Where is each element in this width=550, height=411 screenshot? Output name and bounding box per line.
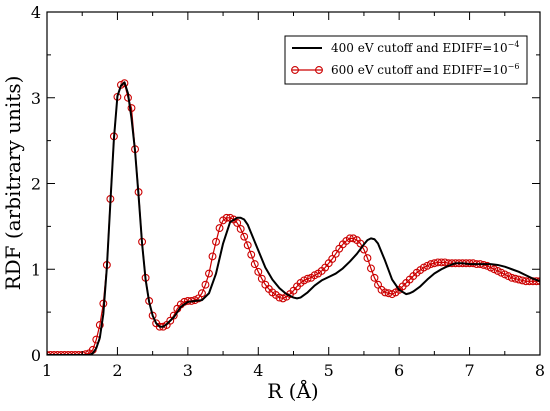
series-point-600ev (215, 224, 224, 233)
x-tick-label: 5 (324, 361, 334, 380)
legend-label-2-sup: −6 (508, 62, 520, 71)
series-point-600ev (212, 237, 220, 246)
series-point-600ev (50, 351, 58, 355)
series-point-600ev (57, 351, 66, 355)
x-axis-ticks: 1 2 3 4 5 6 7 8 (42, 12, 545, 380)
series-point-600ev (205, 269, 213, 278)
legend-marker-2b (315, 66, 323, 74)
series-point-600ev (507, 273, 516, 282)
x-axis-label: R (Å) (267, 378, 318, 403)
legend-label-1-text: 400 eV cutoff and EDIFF=10 (331, 41, 508, 55)
series-point-600ev (240, 232, 249, 241)
series-point-600ev (303, 274, 312, 283)
x-tick-label: 1 (42, 361, 52, 380)
y-tick-label: 3 (31, 89, 41, 108)
y-axis-label: RDF (arbitrary units) (1, 76, 25, 291)
series-point-600ev (233, 218, 242, 227)
series-point-600ev (426, 260, 435, 269)
series-point-600ev (363, 254, 372, 263)
legend-label-1: 400 eV cutoff and EDIFF=10−4 (331, 40, 519, 55)
legend: 400 eV cutoff and EDIFF=10−4 600 eV cuto… (284, 35, 528, 85)
x-tick-label: 7 (464, 361, 474, 380)
series-point-600ev (250, 260, 259, 269)
series-point-600ev (367, 264, 375, 273)
series-point-600ev (243, 241, 252, 250)
series-point-600ev (514, 275, 523, 284)
series-point-600ev (201, 280, 210, 289)
x-tick-label: 2 (112, 361, 122, 380)
y-axis-ticks: 0 1 2 3 4 (31, 3, 540, 365)
legend-label-2-text: 600 eV cutoff and EDIFF=10 (331, 63, 508, 77)
legend-label-1-sup: −4 (508, 40, 520, 49)
series-point-600ev (53, 351, 62, 355)
series-point-600ev (381, 288, 390, 297)
series-point-600ev (95, 321, 104, 329)
legend-label-2: 600 eV cutoff and EDIFF=10−6 (331, 62, 519, 77)
series-point-600ev (197, 289, 206, 298)
series-point-600ev (254, 267, 263, 276)
series-point-600ev (247, 250, 256, 259)
series-line-600ev (47, 82, 540, 355)
series-point-600ev (208, 252, 217, 261)
series-point-600ev (222, 213, 231, 222)
y-tick-label: 0 (31, 346, 41, 365)
series-point-600ev (120, 79, 129, 88)
series-point-600ev (64, 351, 73, 355)
y-tick-label: 4 (31, 3, 41, 22)
series-point-600ev (236, 225, 245, 233)
x-tick-label: 3 (183, 361, 193, 380)
x-tick-label: 4 (253, 361, 263, 380)
series-point-600ev (71, 351, 80, 355)
series-point-600ev (67, 351, 76, 355)
legend-box (284, 35, 528, 85)
x-tick-label: 8 (535, 361, 545, 380)
series-point-600ev (60, 351, 69, 355)
series-point-600ev (169, 311, 178, 320)
y-tick-label: 2 (31, 175, 41, 194)
series-layer (47, 79, 540, 355)
series-line-400ev (47, 81, 540, 355)
x-tick-label: 6 (394, 361, 404, 380)
series-point-600ev (47, 351, 55, 355)
legend-marker-2a (291, 66, 299, 74)
series-point-600ev (345, 234, 354, 243)
series-point-600ev (257, 274, 266, 283)
y-tick-label: 1 (31, 260, 41, 279)
series-point-600ev (74, 351, 83, 355)
series-point-600ev (370, 273, 379, 282)
series-point-600ev (511, 274, 520, 283)
